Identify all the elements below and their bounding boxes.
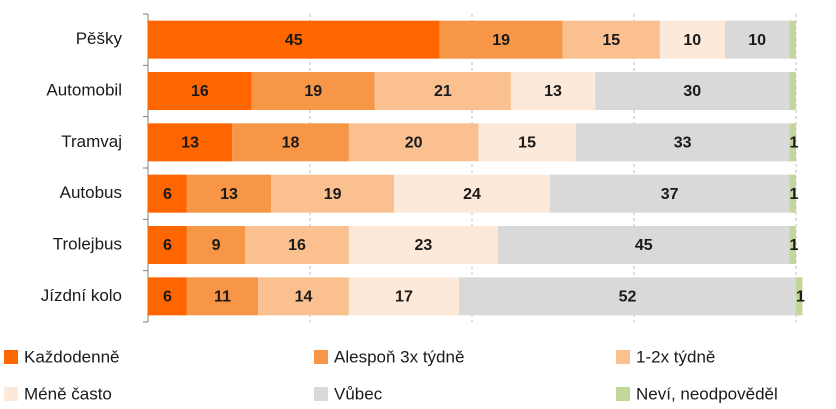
value-label: 6 (163, 186, 172, 203)
legend-label: Vůbec (334, 384, 383, 403)
value-label: 24 (463, 186, 481, 203)
value-label: 33 (674, 135, 692, 152)
value-label: 19 (324, 186, 342, 203)
legend-swatch (314, 350, 328, 364)
bar-segment (595, 72, 790, 110)
bar-segment (575, 123, 790, 162)
category-label: Pěšky (76, 29, 123, 48)
value-label: 17 (395, 289, 413, 306)
value-label: 15 (518, 135, 536, 152)
value-label: 6 (163, 237, 172, 254)
bar-segment (789, 226, 796, 264)
bar-segment (148, 174, 187, 213)
bar-segment (659, 20, 725, 59)
legend-label: Méně často (24, 384, 112, 403)
value-label: 45 (285, 32, 303, 49)
bar-segment (251, 72, 375, 110)
legend-label: 1-2x týdně (636, 347, 715, 366)
bar-segment (789, 20, 796, 59)
legend-label: Každodenně (24, 347, 119, 366)
value-label: 6 (163, 289, 172, 306)
bar-segment (271, 174, 395, 213)
category-label: Trolejbus (53, 234, 122, 253)
bar-segment (497, 226, 790, 264)
value-label: 19 (492, 32, 510, 49)
value-label: 10 (748, 32, 766, 49)
value-label: 52 (619, 289, 637, 306)
value-label: 14 (295, 289, 313, 306)
value-label: 15 (602, 32, 620, 49)
bar-segment (510, 72, 596, 110)
bar-segment (148, 20, 440, 59)
bar-segment (148, 123, 233, 162)
bar-segment (186, 226, 246, 264)
value-label: 13 (544, 83, 562, 100)
bar-segment (374, 72, 511, 110)
legend-label: Alespoň 3x týdně (334, 347, 464, 366)
bar-segment (562, 20, 660, 59)
value-label: 20 (405, 135, 423, 152)
bar-segment (148, 72, 252, 110)
value-label: 18 (282, 135, 300, 152)
bar-segment (789, 123, 796, 162)
bar-segment (348, 123, 479, 162)
legend-swatch (314, 387, 328, 401)
value-label: 11 (214, 289, 231, 306)
bar-segment (789, 72, 796, 110)
legend-swatch (616, 350, 630, 364)
bar-segment (789, 174, 796, 213)
category-label: Autobus (60, 183, 122, 202)
value-label: 19 (304, 83, 322, 100)
value-label: 21 (434, 83, 452, 100)
category-label: Jízdní kolo (41, 286, 122, 305)
bar-segment (232, 123, 349, 162)
bar-segment (439, 20, 563, 59)
bar-segment (186, 277, 259, 316)
bar-segment (459, 277, 796, 316)
value-label: 16 (288, 237, 306, 254)
value-label: 10 (683, 32, 701, 49)
value-label: 13 (220, 186, 238, 203)
legend-swatch (4, 387, 18, 401)
value-label: 45 (635, 237, 653, 254)
legend-swatch (4, 350, 18, 364)
category-label: Tramvaj (61, 132, 122, 151)
value-label: 13 (181, 135, 199, 152)
value-label: 1 (790, 186, 799, 203)
legend-swatch (616, 387, 630, 401)
value-label: 30 (683, 83, 701, 100)
value-label: 16 (191, 83, 209, 100)
value-label: 1 (790, 135, 799, 152)
bar-segment (186, 174, 272, 213)
bar-segment (549, 174, 790, 213)
category-label: Automobil (46, 80, 122, 99)
bar-segment (478, 123, 576, 162)
legend-label: Neví, neodpověděl (636, 384, 778, 403)
bar-segment (148, 226, 187, 264)
value-label: 1 (796, 289, 805, 306)
bar-segment (258, 277, 349, 316)
value-label: 23 (415, 237, 433, 254)
bar-segment (148, 277, 187, 316)
bar-segment (348, 226, 498, 264)
bar-segment (245, 226, 349, 264)
bar-segment (724, 20, 790, 59)
value-label: 37 (661, 186, 679, 203)
bar-segment (394, 174, 550, 213)
value-label: 9 (212, 237, 221, 254)
value-label: 1 (790, 237, 799, 254)
bar-segment (796, 277, 803, 316)
bar-segment (348, 277, 460, 316)
